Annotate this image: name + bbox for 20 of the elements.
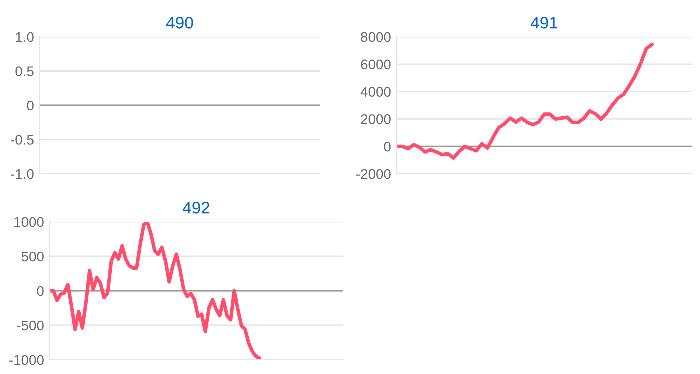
y-tick-label: 6000 bbox=[361, 60, 391, 70]
y-tick-label: -0.5 bbox=[11, 135, 34, 145]
chart-title: 490 bbox=[166, 17, 194, 29]
y-tick-label: 500 bbox=[22, 252, 44, 262]
chart-title: 492 bbox=[182, 202, 210, 214]
line-series bbox=[397, 42, 654, 160]
y-tick-label: 1000 bbox=[14, 217, 44, 228]
y-tick-label: 0 bbox=[27, 100, 34, 111]
y-tick-label: 1.0 bbox=[16, 32, 34, 42]
y-tick-label: -1.0 bbox=[11, 169, 34, 180]
y-tick-label: -1000 bbox=[10, 355, 44, 366]
y-tick-label: 4000 bbox=[360, 87, 391, 97]
y-tick-label: 0.5 bbox=[16, 66, 34, 76]
chart-title: 491 bbox=[530, 17, 558, 29]
y-tick-label: 8000 bbox=[361, 32, 391, 42]
y-tick-label: 0 bbox=[384, 142, 391, 152]
y-tick-label: 2000 bbox=[361, 114, 391, 124]
y-tick-label: -500 bbox=[17, 320, 44, 331]
y-tick-label: 0 bbox=[37, 286, 44, 296]
y-tick-label: -2000 bbox=[356, 169, 391, 180]
